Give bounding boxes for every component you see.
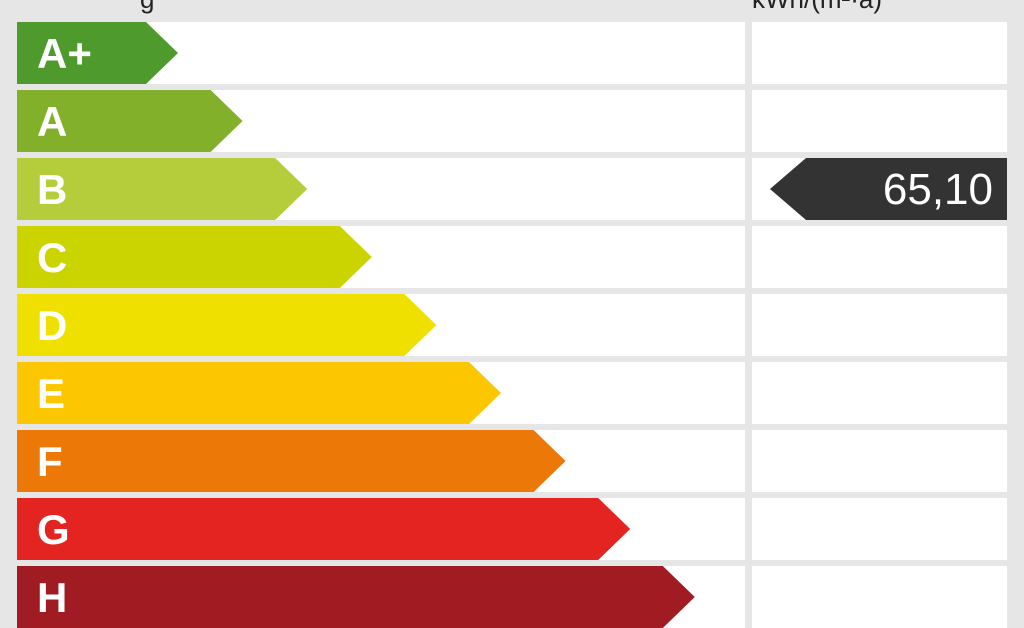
rating-bar-D: D [17,294,437,356]
rating-label: E [37,370,66,417]
value-cell-E [752,362,1007,424]
rating-label: C [37,234,68,281]
rating-label: F [37,438,63,485]
rating-row-B: B [17,158,745,220]
rating-label: H [37,574,68,621]
rating-bar-G: G [17,498,631,560]
rating-label: D [37,302,68,349]
rating-bar-E: E [17,362,501,424]
rating-label: B [37,166,68,213]
value-indicator-text: 65,10 [882,165,993,214]
rating-bar-H: H [17,566,695,628]
rating-bar-F: F [17,430,566,492]
value-cell-H [752,566,1007,628]
value-cell-C [752,226,1007,288]
rating-bar-B: B [17,158,308,220]
rating-row-A: A [17,90,745,152]
rating-label: A [37,98,68,145]
value-cell-G [752,498,1007,560]
rating-row-C: C [17,226,745,288]
rating-row-F: F [17,430,745,492]
rating-bar-A+: A+ [17,22,178,84]
value-cell-D [752,294,1007,356]
unit-label: kWh/(m²·a) [752,0,882,15]
rating-row-A+: A+ [17,22,745,84]
header-left-text: g [140,0,154,15]
value-indicator: 65,10 [770,158,1007,220]
rating-row-G: G [17,498,745,560]
rating-row-D: D [17,294,745,356]
rating-row-E: E [17,362,745,424]
rating-bar-A: A [17,90,243,152]
value-cell-B: 65,10 [752,158,1007,220]
rating-bar-C: C [17,226,372,288]
value-cell-F [752,430,1007,492]
rating-label: G [37,506,70,553]
rating-row-H: H [17,566,745,628]
value-cell-A+ [752,22,1007,84]
value-cell-A [752,90,1007,152]
rating-label: A+ [37,30,92,77]
